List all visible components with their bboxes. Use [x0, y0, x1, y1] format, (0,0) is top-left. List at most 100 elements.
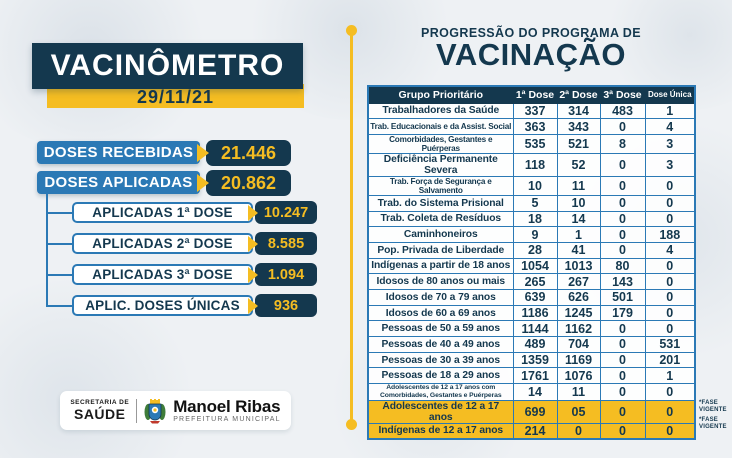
- dose-unica-cell: 1: [644, 102, 696, 120]
- dose3-cell: 0: [599, 336, 646, 353]
- tree-connector: [46, 212, 74, 214]
- stat-label: DOSES RECEBIDAS: [37, 141, 200, 164]
- dose1-cell: 18: [512, 210, 558, 228]
- dose2-cell: 1162: [556, 320, 601, 338]
- table-row: Indígenas de 12 a 17 anos 214 0 0 0: [367, 422, 696, 440]
- group-cell: Trabalhadores da Saúde: [367, 102, 514, 120]
- col-header-1a-dose: 1ª Dose: [512, 85, 558, 104]
- table-row: Pessoas de 18 a 29 anos 1761 1076 0 1: [367, 367, 696, 385]
- group-cell: Pessoas de 30 a 39 anos: [367, 351, 514, 369]
- table-row: Trab. Coleta de Resíduos 18 14 0 0: [367, 210, 696, 228]
- stat-value: 10.247: [255, 201, 317, 224]
- dose3-cell: 483: [599, 102, 646, 120]
- dose2-cell: 626: [556, 289, 601, 306]
- dose2-cell: 1245: [556, 304, 601, 322]
- col-header-dose-unica: Dose Única: [644, 85, 696, 104]
- dose3-cell: 0: [599, 152, 646, 177]
- group-cell: Trab. Força de Segurança e Salvamento: [367, 175, 514, 196]
- group-cell: Trab. do Sistema Prisional: [367, 194, 514, 212]
- dose-unica-cell: 0: [644, 289, 696, 306]
- dose2-cell: 11: [556, 175, 601, 196]
- secretaria-saude-logo: SECRETARIA DE SAÚDE: [70, 399, 130, 422]
- table-row: Pessoas de 40 a 49 anos 489 704 0 531: [367, 336, 696, 353]
- table-row: Caminhoneiros 9 1 0 188: [367, 226, 696, 243]
- fase-vigente-note: *FASE VIGENTE: [699, 417, 727, 431]
- dose3-cell: 0: [599, 226, 646, 243]
- group-cell: Indígenas de 12 a 17 anos: [367, 422, 514, 440]
- dose-unica-cell: 4: [644, 118, 696, 135]
- dose1-cell: 265: [512, 273, 558, 290]
- dose3-cell: 0: [599, 118, 646, 135]
- table-row: Pop. Privada de Liberdade 28 41 0 4: [367, 241, 696, 259]
- tree-connector: [46, 243, 74, 245]
- group-cell: Indígenas a partir de 18 anos: [367, 257, 514, 275]
- stat-label: APLICADAS 3ª DOSE: [72, 264, 253, 285]
- dose3-cell: 0: [599, 367, 646, 385]
- table-row: Idosos de 70 a 79 anos 639 626 501 0: [367, 289, 696, 306]
- dose-unica-cell: 0: [644, 210, 696, 228]
- arrow-right-icon: [197, 174, 209, 192]
- dose3-cell: 0: [599, 194, 646, 212]
- dose2-cell: 1076: [556, 367, 601, 385]
- dose1-cell: 535: [512, 133, 558, 154]
- dose-unica-cell: 3: [644, 133, 696, 154]
- dose1-cell: 337: [512, 102, 558, 120]
- dose1-cell: 10: [512, 175, 558, 196]
- stat-label: DOSES APLICADAS: [37, 171, 200, 194]
- arrow-right-icon: [248, 267, 258, 283]
- dose-unica-cell: 0: [644, 320, 696, 338]
- priority-groups-table: Grupo Prioritário 1ª Dose 2ª Dose 3ª Dos…: [367, 85, 696, 440]
- group-cell: Idosos de 60 a 69 anos: [367, 304, 514, 322]
- panel-title-text: VACINÔMETRO: [50, 49, 285, 82]
- table-row: Pessoas de 50 a 59 anos 1144 1162 0 0: [367, 320, 696, 338]
- dose-unica-cell: 0: [644, 194, 696, 212]
- panel-title: VACINÔMETRO: [32, 43, 303, 89]
- city-logo: Manoel Ribas PREFEITURA MUNICIPAL: [173, 397, 281, 423]
- dose3-cell: 0: [599, 399, 646, 424]
- stat-label: APLICADAS 1ª DOSE: [72, 202, 253, 223]
- group-cell: Idosos de 70 a 79 anos: [367, 289, 514, 306]
- dose-unica-cell: 3: [644, 152, 696, 177]
- dose1-cell: 28: [512, 241, 558, 259]
- dose1-cell: 1359: [512, 351, 558, 369]
- col-header-3a-dose: 3ª Dose: [599, 85, 646, 104]
- dose1-cell: 9: [512, 226, 558, 243]
- dose3-cell: 80: [599, 257, 646, 275]
- section-divider-line: [350, 30, 353, 424]
- dose-unica-cell: 4: [644, 241, 696, 259]
- dose-unica-cell: 188: [644, 226, 696, 243]
- stat-label: APLIC. DOSES ÚNICAS: [72, 295, 253, 316]
- group-cell: Caminhoneiros: [367, 226, 514, 243]
- dose2-cell: 314: [556, 102, 601, 120]
- divider-dot: [346, 419, 357, 430]
- dose-unica-cell: 201: [644, 351, 696, 369]
- logo-divider: [136, 398, 138, 423]
- dose2-cell: 0: [556, 422, 601, 440]
- stat-value: 1.094: [255, 263, 317, 286]
- table-row: Indígenas a partir de 18 anos 1054 1013 …: [367, 257, 696, 275]
- dose3-cell: 0: [599, 422, 646, 440]
- arrow-right-icon: [248, 298, 258, 314]
- dose2-cell: 52: [556, 152, 601, 177]
- dose1-cell: 639: [512, 289, 558, 306]
- dose-unica-cell: 0: [644, 422, 696, 440]
- table-row: Idosos de 60 a 69 anos 1186 1245 179 0: [367, 304, 696, 322]
- dose2-cell: 11: [556, 383, 601, 401]
- dose3-cell: 0: [599, 175, 646, 196]
- dose2-cell: 343: [556, 118, 601, 135]
- group-cell: Adolescentes de 12 a 17 anos com Comorbi…: [367, 383, 514, 401]
- table-row: Pessoas de 30 a 39 anos 1359 1169 0 201: [367, 351, 696, 369]
- dose3-cell: 179: [599, 304, 646, 322]
- dose2-cell: 10: [556, 194, 601, 212]
- dose2-cell: 1013: [556, 257, 601, 275]
- group-cell: Deficiência Permanente Severa: [367, 152, 514, 177]
- dose1-cell: 1761: [512, 367, 558, 385]
- stat-value: 936: [255, 294, 317, 317]
- dose1-cell: 118: [512, 152, 558, 177]
- group-cell: Pessoas de 40 a 49 anos: [367, 336, 514, 353]
- group-cell: Adolescentes de 12 a 17 anos: [367, 399, 514, 424]
- dose2-cell: 1: [556, 226, 601, 243]
- group-cell: Pessoas de 18 a 29 anos: [367, 367, 514, 385]
- dose3-cell: 0: [599, 383, 646, 401]
- dose2-cell: 14: [556, 210, 601, 228]
